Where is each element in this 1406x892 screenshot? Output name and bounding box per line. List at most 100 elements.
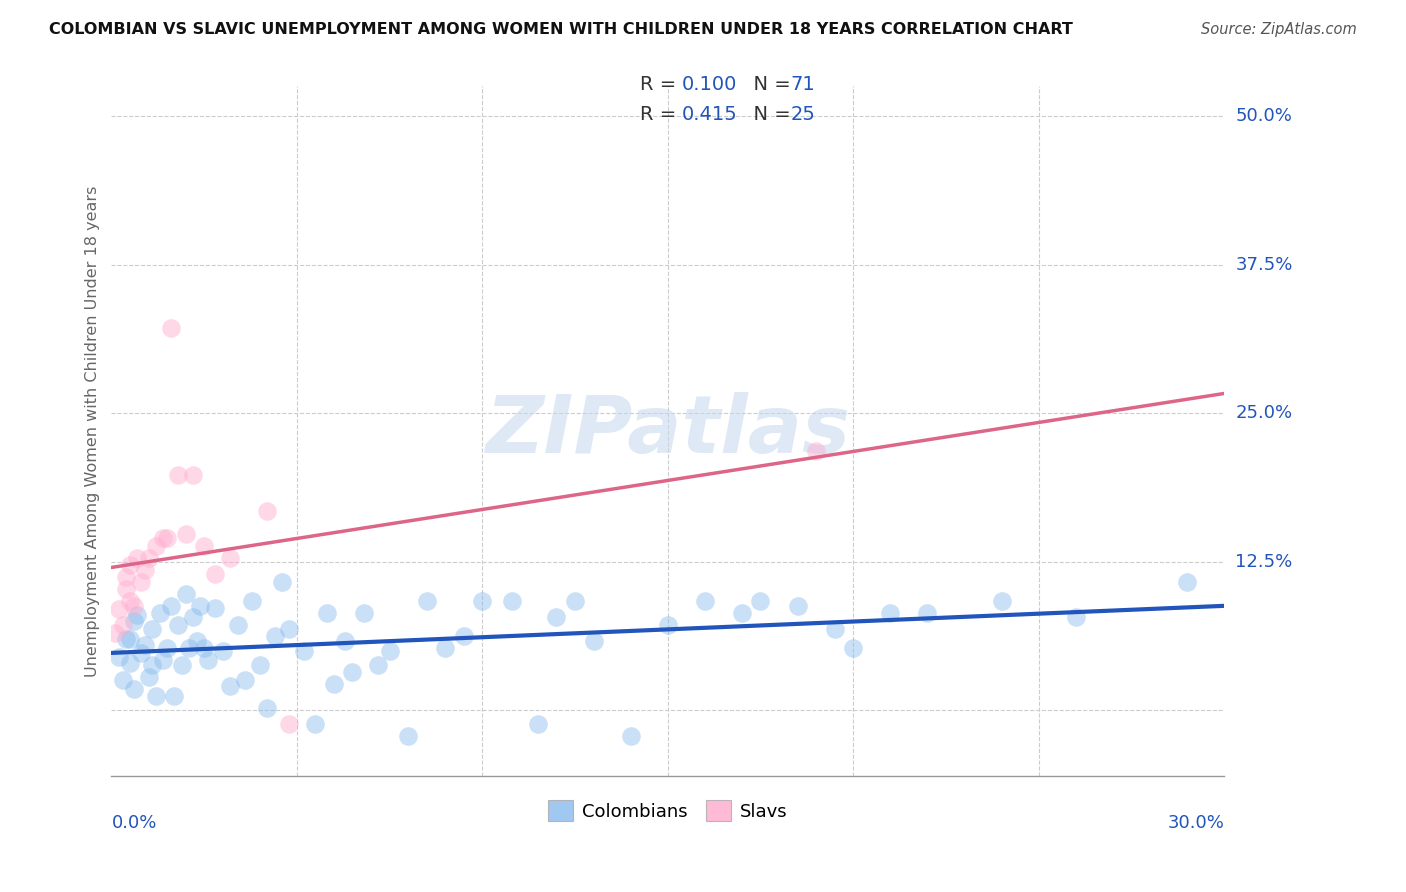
Point [115,570,138,584]
Point [127,551,149,566]
Point [138,551,160,566]
Text: COLOMBIAN VS SLAVIC UNEMPLOYMENT AMONG WOMEN WITH CHILDREN UNDER 18 YEARS CORREL: COLOMBIAN VS SLAVIC UNEMPLOYMENT AMONG W… [49,22,1073,37]
Text: 25.0%: 25.0% [1236,404,1292,422]
Point [256,700,278,714]
Point [156,531,179,545]
Point [163,689,186,703]
Point [396,729,419,743]
Point [190,599,212,613]
Text: 0.415: 0.415 [682,104,738,124]
Text: 50.0%: 50.0% [1236,107,1292,125]
Point [118,632,141,646]
Point [804,444,827,458]
Point [159,599,181,613]
Point [564,594,586,608]
Point [315,606,337,620]
Point [240,594,263,608]
Point [159,320,181,334]
Point [415,594,437,608]
Text: ZIPatlas: ZIPatlas [485,392,851,470]
Point [145,689,167,703]
Point [138,670,160,684]
Point [108,649,131,664]
Point [304,717,326,731]
Point [174,527,197,541]
Point [204,601,226,615]
Point [152,653,174,667]
Point [174,587,197,601]
Point [197,653,219,667]
Point [156,641,179,656]
Point [693,594,716,608]
Point [219,680,242,694]
Point [824,623,846,637]
Point [292,644,315,658]
Text: 71: 71 [790,75,815,95]
Point [129,646,152,660]
Point [186,634,208,648]
Point [278,623,301,637]
Point [115,582,138,596]
Point [111,617,134,632]
Text: Source: ZipAtlas.com: Source: ZipAtlas.com [1201,22,1357,37]
Text: R =: R = [640,75,682,95]
Point [471,594,494,608]
Point [917,606,939,620]
Text: 25: 25 [790,104,815,124]
Text: 12.5%: 12.5% [1236,553,1292,571]
Text: N =: N = [741,75,797,95]
Point [118,594,141,608]
Point [134,638,156,652]
Text: 37.5%: 37.5% [1236,256,1292,274]
Point [879,606,901,620]
Point [141,623,163,637]
Point [181,610,204,624]
Point [546,610,568,624]
Point [333,634,356,648]
Point [193,641,215,656]
Point [378,644,401,658]
Point [1064,610,1087,624]
Point [233,673,256,688]
Point [211,644,233,658]
Point [152,531,174,545]
Point [1175,574,1198,589]
Point [129,574,152,589]
Point [118,656,141,670]
Point [134,563,156,577]
Point [620,729,643,743]
Point [342,665,364,680]
Point [263,630,285,644]
Point [786,599,808,613]
Point [108,602,131,616]
Text: N =: N = [741,104,797,124]
Legend: Colombians, Slavs: Colombians, Slavs [540,793,794,829]
Text: R =: R = [640,104,682,124]
Point [115,632,138,646]
Point [181,467,204,482]
Point [367,658,389,673]
Point [193,539,215,553]
Point [204,566,226,581]
Point [990,594,1012,608]
Point [749,594,772,608]
Point [111,673,134,688]
Point [122,599,145,613]
Point [141,658,163,673]
Point [145,539,167,553]
Point [842,641,865,656]
Point [219,551,242,566]
Point [167,617,190,632]
Point [104,626,127,640]
Point [170,658,193,673]
Point [149,606,172,620]
Text: 0.100: 0.100 [682,75,737,95]
Text: 30.0%: 30.0% [1167,814,1225,832]
Point [278,717,301,731]
Point [127,608,149,623]
Point [657,617,679,632]
Point [731,606,754,620]
Point [501,594,523,608]
Point [167,467,190,482]
Point [179,641,201,656]
